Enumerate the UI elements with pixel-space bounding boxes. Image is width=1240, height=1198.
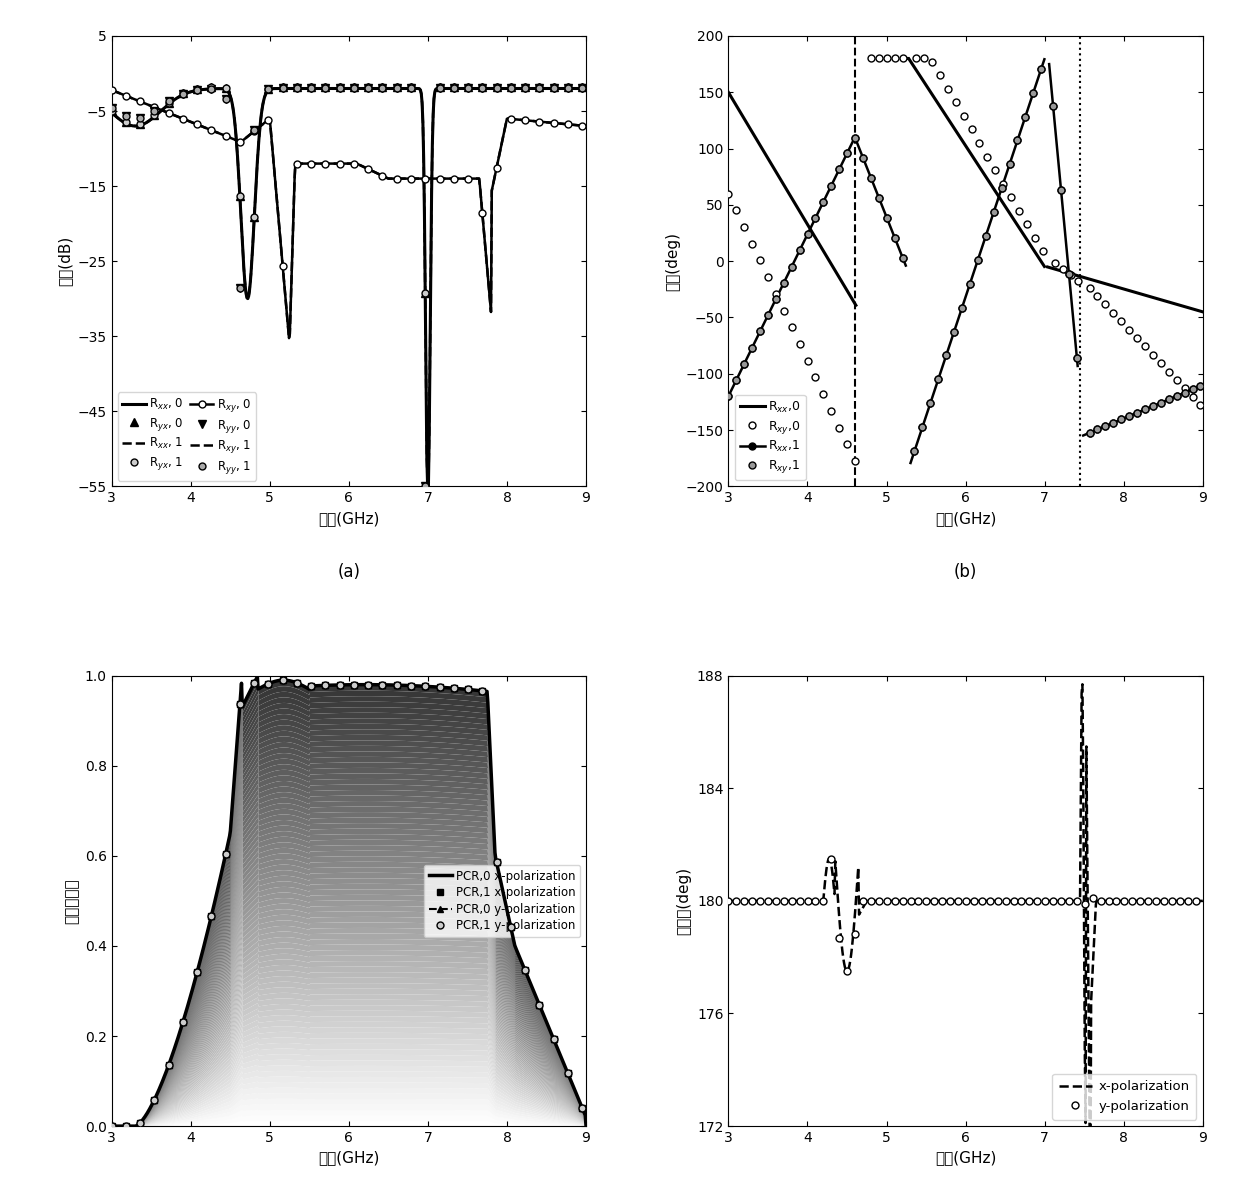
- X-axis label: 频率(GHz): 频率(GHz): [935, 510, 996, 526]
- Y-axis label: 相位(deg): 相位(deg): [665, 231, 680, 291]
- Legend: x-polarization, y-polarization: x-polarization, y-polarization: [1053, 1073, 1197, 1119]
- X-axis label: 频率(GHz): 频率(GHz): [935, 1150, 996, 1166]
- Y-axis label: 相位差(deg): 相位差(deg): [676, 867, 692, 934]
- Y-axis label: 极化旋转率: 极化旋转率: [64, 878, 79, 924]
- Legend: R$_{xx}$,0, R$_{xy}$,0, R$_{xx}$,1, R$_{xy}$,1: R$_{xx}$,0, R$_{xy}$,0, R$_{xx}$,1, R$_{…: [734, 394, 806, 480]
- Text: (a): (a): [337, 563, 361, 581]
- Legend: PCR,0 x-polarization, PCR,1 x-polarization, PCR,0 y-polarization, PCR,1 y-polari: PCR,0 x-polarization, PCR,1 x-polarizati…: [424, 865, 580, 937]
- Text: (b): (b): [954, 563, 977, 581]
- X-axis label: 频率(GHz): 频率(GHz): [319, 510, 379, 526]
- X-axis label: 频率(GHz): 频率(GHz): [319, 1150, 379, 1166]
- Y-axis label: 幅度(dB): 幅度(dB): [57, 236, 72, 286]
- Legend: R$_{xx}$, 0, R$_{yx}$, 0, R$_{xx}$, 1, R$_{yx}$, 1, R$_{xy}$, 0, R$_{yy}$, 0, R$: R$_{xx}$, 0, R$_{yx}$, 0, R$_{xx}$, 1, R…: [118, 393, 257, 480]
